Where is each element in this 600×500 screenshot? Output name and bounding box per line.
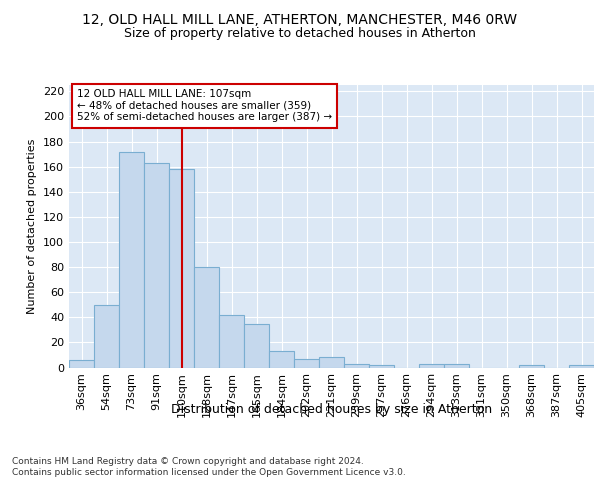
Bar: [369, 365, 394, 368]
Bar: [194, 267, 219, 368]
Bar: [519, 365, 544, 368]
Text: Distribution of detached houses by size in Atherton: Distribution of detached houses by size …: [171, 402, 493, 415]
Bar: [319, 358, 344, 368]
Text: 12 OLD HALL MILL LANE: 107sqm
← 48% of detached houses are smaller (359)
52% of : 12 OLD HALL MILL LANE: 107sqm ← 48% of d…: [77, 89, 332, 122]
Bar: [144, 163, 169, 368]
Bar: [419, 364, 444, 368]
Text: Size of property relative to detached houses in Atherton: Size of property relative to detached ho…: [124, 28, 476, 40]
Text: 12, OLD HALL MILL LANE, ATHERTON, MANCHESTER, M46 0RW: 12, OLD HALL MILL LANE, ATHERTON, MANCHE…: [82, 12, 518, 26]
Text: Contains HM Land Registry data © Crown copyright and database right 2024.
Contai: Contains HM Land Registry data © Crown c…: [12, 458, 406, 477]
Bar: [269, 351, 294, 368]
Bar: [94, 304, 119, 368]
Bar: [244, 324, 269, 368]
Bar: [344, 364, 369, 368]
Bar: [119, 152, 144, 368]
Bar: [69, 360, 94, 368]
Bar: [219, 315, 244, 368]
Bar: [294, 358, 319, 368]
Y-axis label: Number of detached properties: Number of detached properties: [28, 138, 37, 314]
Bar: [444, 364, 469, 368]
Bar: [569, 365, 594, 368]
Bar: [169, 169, 194, 368]
